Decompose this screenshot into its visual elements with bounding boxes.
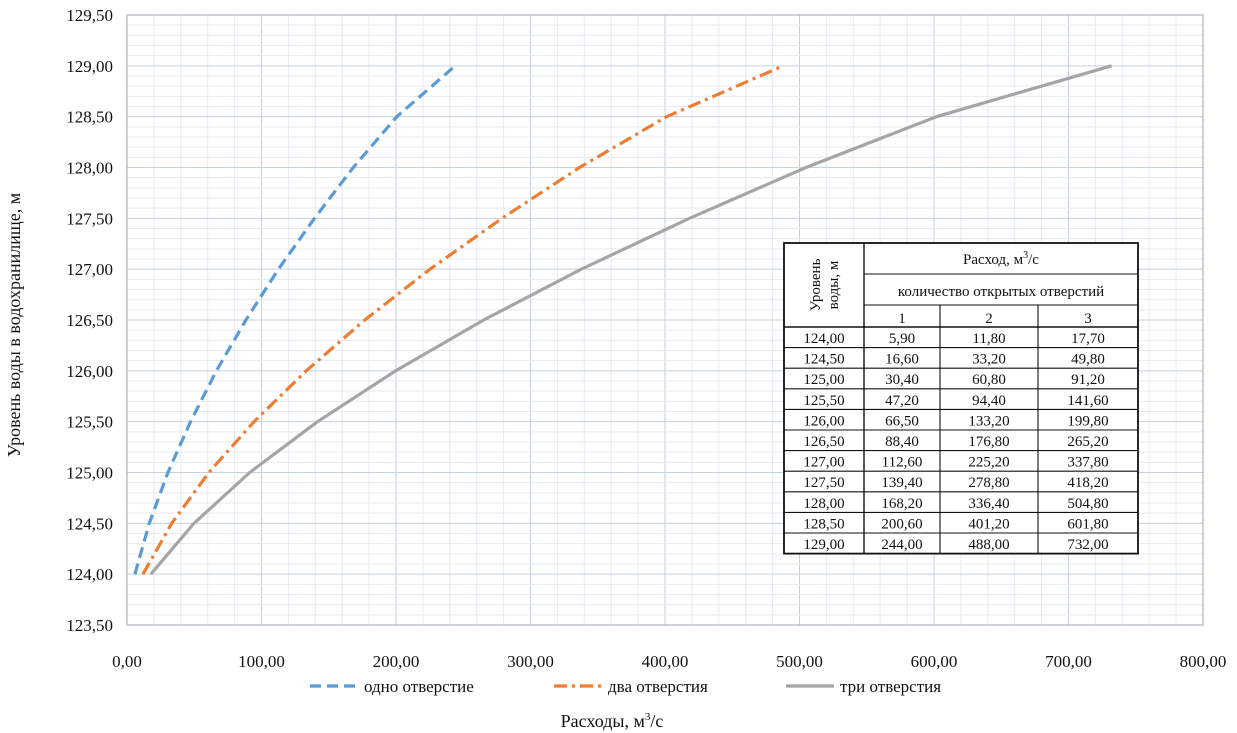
table-cell: 5,90 [889, 331, 915, 347]
table-flow-header-part: Расход, м [963, 252, 1024, 268]
y-tick-label: 127,50 [66, 209, 113, 228]
x-axis-label-tail: /с [650, 711, 663, 731]
legend: одно отверстие два отверстия три отверстия [310, 677, 941, 696]
y-tick-label: 127,00 [66, 260, 113, 279]
axes: 0,00 100,00 200,00 300,00 400,00 500,00 600,00… [66, 6, 1226, 671]
table-cell: 168,20 [881, 496, 922, 512]
table-flow-header-part: 3 [1023, 250, 1028, 261]
series-lines [133, 64, 1112, 576]
table-cell: 127,50 [803, 475, 844, 491]
table-cell: 601,80 [1067, 516, 1108, 532]
x-axis-label-main: Расходы, м [561, 711, 645, 731]
x-tick-label: 0,00 [112, 652, 142, 671]
y-tick-label: 126,00 [66, 362, 113, 381]
y-tick-label: 129,50 [66, 6, 113, 25]
table-cell: 11,80 [972, 331, 1005, 347]
y-tick-label: 125,50 [66, 413, 113, 432]
table-cell: 336,40 [968, 496, 1009, 512]
x-axis-label: Расходы, м3/с [561, 711, 664, 731]
series-line-3 [149, 64, 1112, 576]
x-tick-label: 800,00 [1180, 652, 1227, 671]
y-tick-label: 128,50 [66, 108, 113, 127]
table-cell: 16,60 [885, 352, 919, 368]
y-tick-label: 126,50 [66, 311, 113, 330]
series-line-2 [141, 64, 785, 575]
table-cell: 732,00 [1067, 537, 1108, 553]
y-tick-label: 123,50 [66, 616, 113, 635]
table-cell: 17,70 [1071, 331, 1105, 347]
x-tick-label: 700,00 [1045, 652, 1092, 671]
table-level-header: Уровень воды, м [808, 258, 842, 311]
table-cell: 199,80 [1067, 413, 1108, 429]
table-col-header: 1 [898, 311, 906, 327]
legend-label-3: три отверстия [840, 677, 941, 696]
x-tick-label: 400,00 [642, 652, 689, 671]
table-cell: 401,20 [968, 516, 1009, 532]
table-cell: 141,60 [1067, 393, 1108, 409]
table-cell: 128,50 [803, 516, 844, 532]
x-tick-label: 200,00 [373, 652, 420, 671]
table-cell: 265,20 [1067, 434, 1108, 450]
x-tick-label: 600,00 [911, 652, 958, 671]
table-cell: 176,80 [968, 434, 1009, 450]
x-tick-label: 500,00 [776, 652, 823, 671]
table-cell: 133,20 [968, 413, 1009, 429]
plot-border [126, 14, 1204, 626]
table-cell: 124,50 [803, 352, 844, 368]
table-level-header-line: воды, м [826, 260, 842, 309]
table-cell: 488,00 [968, 537, 1009, 553]
table-cell: 337,80 [1067, 455, 1108, 471]
table-cell: 125,00 [803, 372, 844, 388]
y-tick-label: 125,00 [66, 464, 113, 483]
table-cell: 60,80 [972, 372, 1006, 388]
table-cell: 124,00 [803, 331, 844, 347]
y-tick-label: 129,00 [66, 57, 113, 76]
table-cell: 278,80 [968, 475, 1009, 491]
table-cell: 225,20 [968, 455, 1009, 471]
table-cell: 94,40 [972, 393, 1006, 409]
table-cell: 244,00 [881, 537, 922, 553]
table-cell: 126,50 [803, 434, 844, 450]
table-cell: 49,80 [1071, 352, 1105, 368]
table-cell: 66,50 [885, 413, 919, 429]
y-axis-label: Уровень воды в водохранилище, м [4, 193, 24, 457]
y-tick-label: 124,00 [66, 565, 113, 584]
legend-label-1: одно отверстие [364, 677, 474, 696]
table-cell: 127,00 [803, 455, 844, 471]
table-cell: 33,20 [972, 352, 1006, 368]
y-tick-label: 124,50 [66, 514, 113, 533]
table-cell: 200,60 [881, 516, 922, 532]
table-flow-header: Расход, м3/с [963, 250, 1039, 268]
table-cell: 112,60 [882, 455, 923, 471]
series-line-1 [133, 64, 457, 575]
x-tick-label: 300,00 [507, 652, 554, 671]
table-col-header: 3 [1084, 311, 1092, 327]
legend-label-2: два отверстия [608, 677, 708, 696]
table-cell: 129,00 [803, 537, 844, 553]
table-openings-header: количество открытых отверстий [898, 284, 1104, 300]
table-cell: 47,20 [885, 393, 919, 409]
x-tick-label: 100,00 [238, 652, 285, 671]
table-cell: 30,40 [885, 372, 919, 388]
table-cell: 88,40 [885, 434, 919, 450]
table-col-header: 2 [985, 311, 993, 327]
table-cell: 91,20 [1071, 372, 1105, 388]
y-tick-label: 128,00 [66, 159, 113, 178]
table-frame [783, 242, 1139, 555]
table-cell: 418,20 [1067, 475, 1108, 491]
table-level-header-line: Уровень [808, 258, 824, 311]
table-cell: 125,50 [803, 393, 844, 409]
table-flow-header-part: /с [1028, 252, 1039, 268]
table-cell: 139,40 [881, 475, 922, 491]
table-cell: 504,80 [1067, 496, 1108, 512]
x-axis-label-sup: 3 [645, 711, 651, 723]
table-cell: 126,00 [803, 413, 844, 429]
table-cell: 128,00 [803, 496, 844, 512]
